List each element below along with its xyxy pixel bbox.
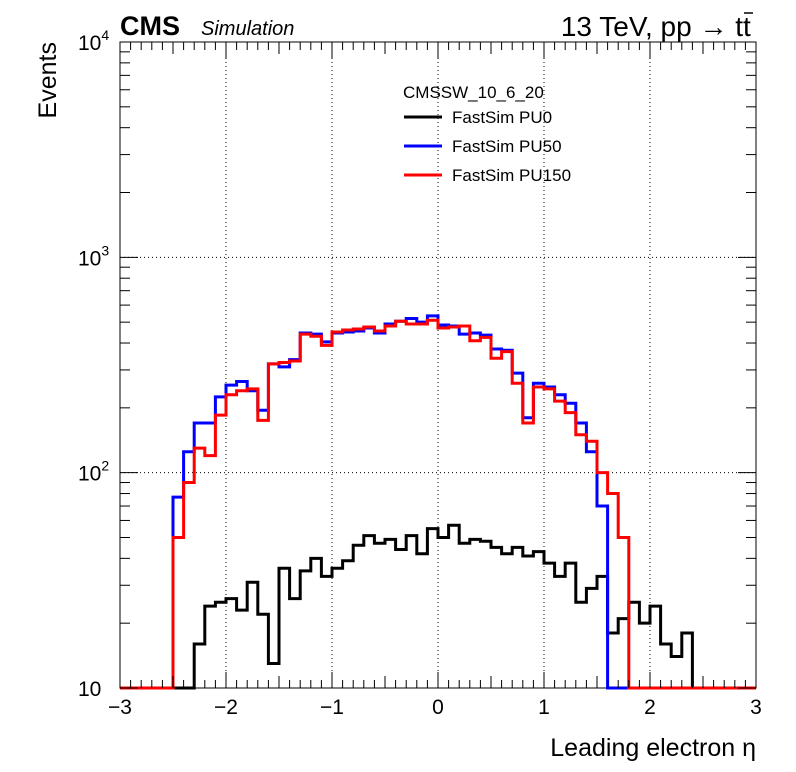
legend-label: FastSim PU50: [452, 137, 562, 156]
legend-header: CMSSW_10_6_20: [403, 83, 544, 102]
experiment-label: CMS: [120, 11, 180, 41]
status-label: Simulation: [201, 18, 294, 40]
y-tick-label: 103: [78, 242, 109, 270]
grid: [120, 42, 756, 688]
y-tick-label: 102: [78, 458, 109, 486]
series-layer: [120, 314, 756, 690]
y-tick-label: 10: [78, 678, 101, 701]
series-line-fastsim-pu150: [120, 318, 756, 690]
x-axis-label: Leading electron η: [550, 734, 756, 762]
legend-label: FastSim PU150: [452, 166, 571, 185]
x-tick-label: −2: [214, 696, 238, 719]
legend-label: FastSim PU0: [452, 108, 552, 127]
x-tick-label: 2: [644, 696, 656, 719]
y-axis-label: Events: [34, 42, 62, 118]
energy-label: 13 TeV, pp → t: [561, 11, 743, 42]
tick-labels: −3 −2 −1 0 1 2 3 10 102 103 104: [78, 27, 762, 719]
x-tick-label: −3: [108, 696, 132, 719]
energy-tbar-label: t: [743, 11, 751, 42]
x-tick-label: 0: [432, 696, 444, 719]
x-tick-label: −1: [320, 696, 344, 719]
x-tick-label: 3: [750, 696, 762, 719]
y-tick-label: 104: [78, 27, 109, 55]
legend: CMSSW_10_6_20 FastSim PU0 FastSim PU50 Fas…: [403, 83, 571, 185]
ticks: [119, 41, 757, 689]
x-tick-label: 1: [538, 696, 550, 719]
